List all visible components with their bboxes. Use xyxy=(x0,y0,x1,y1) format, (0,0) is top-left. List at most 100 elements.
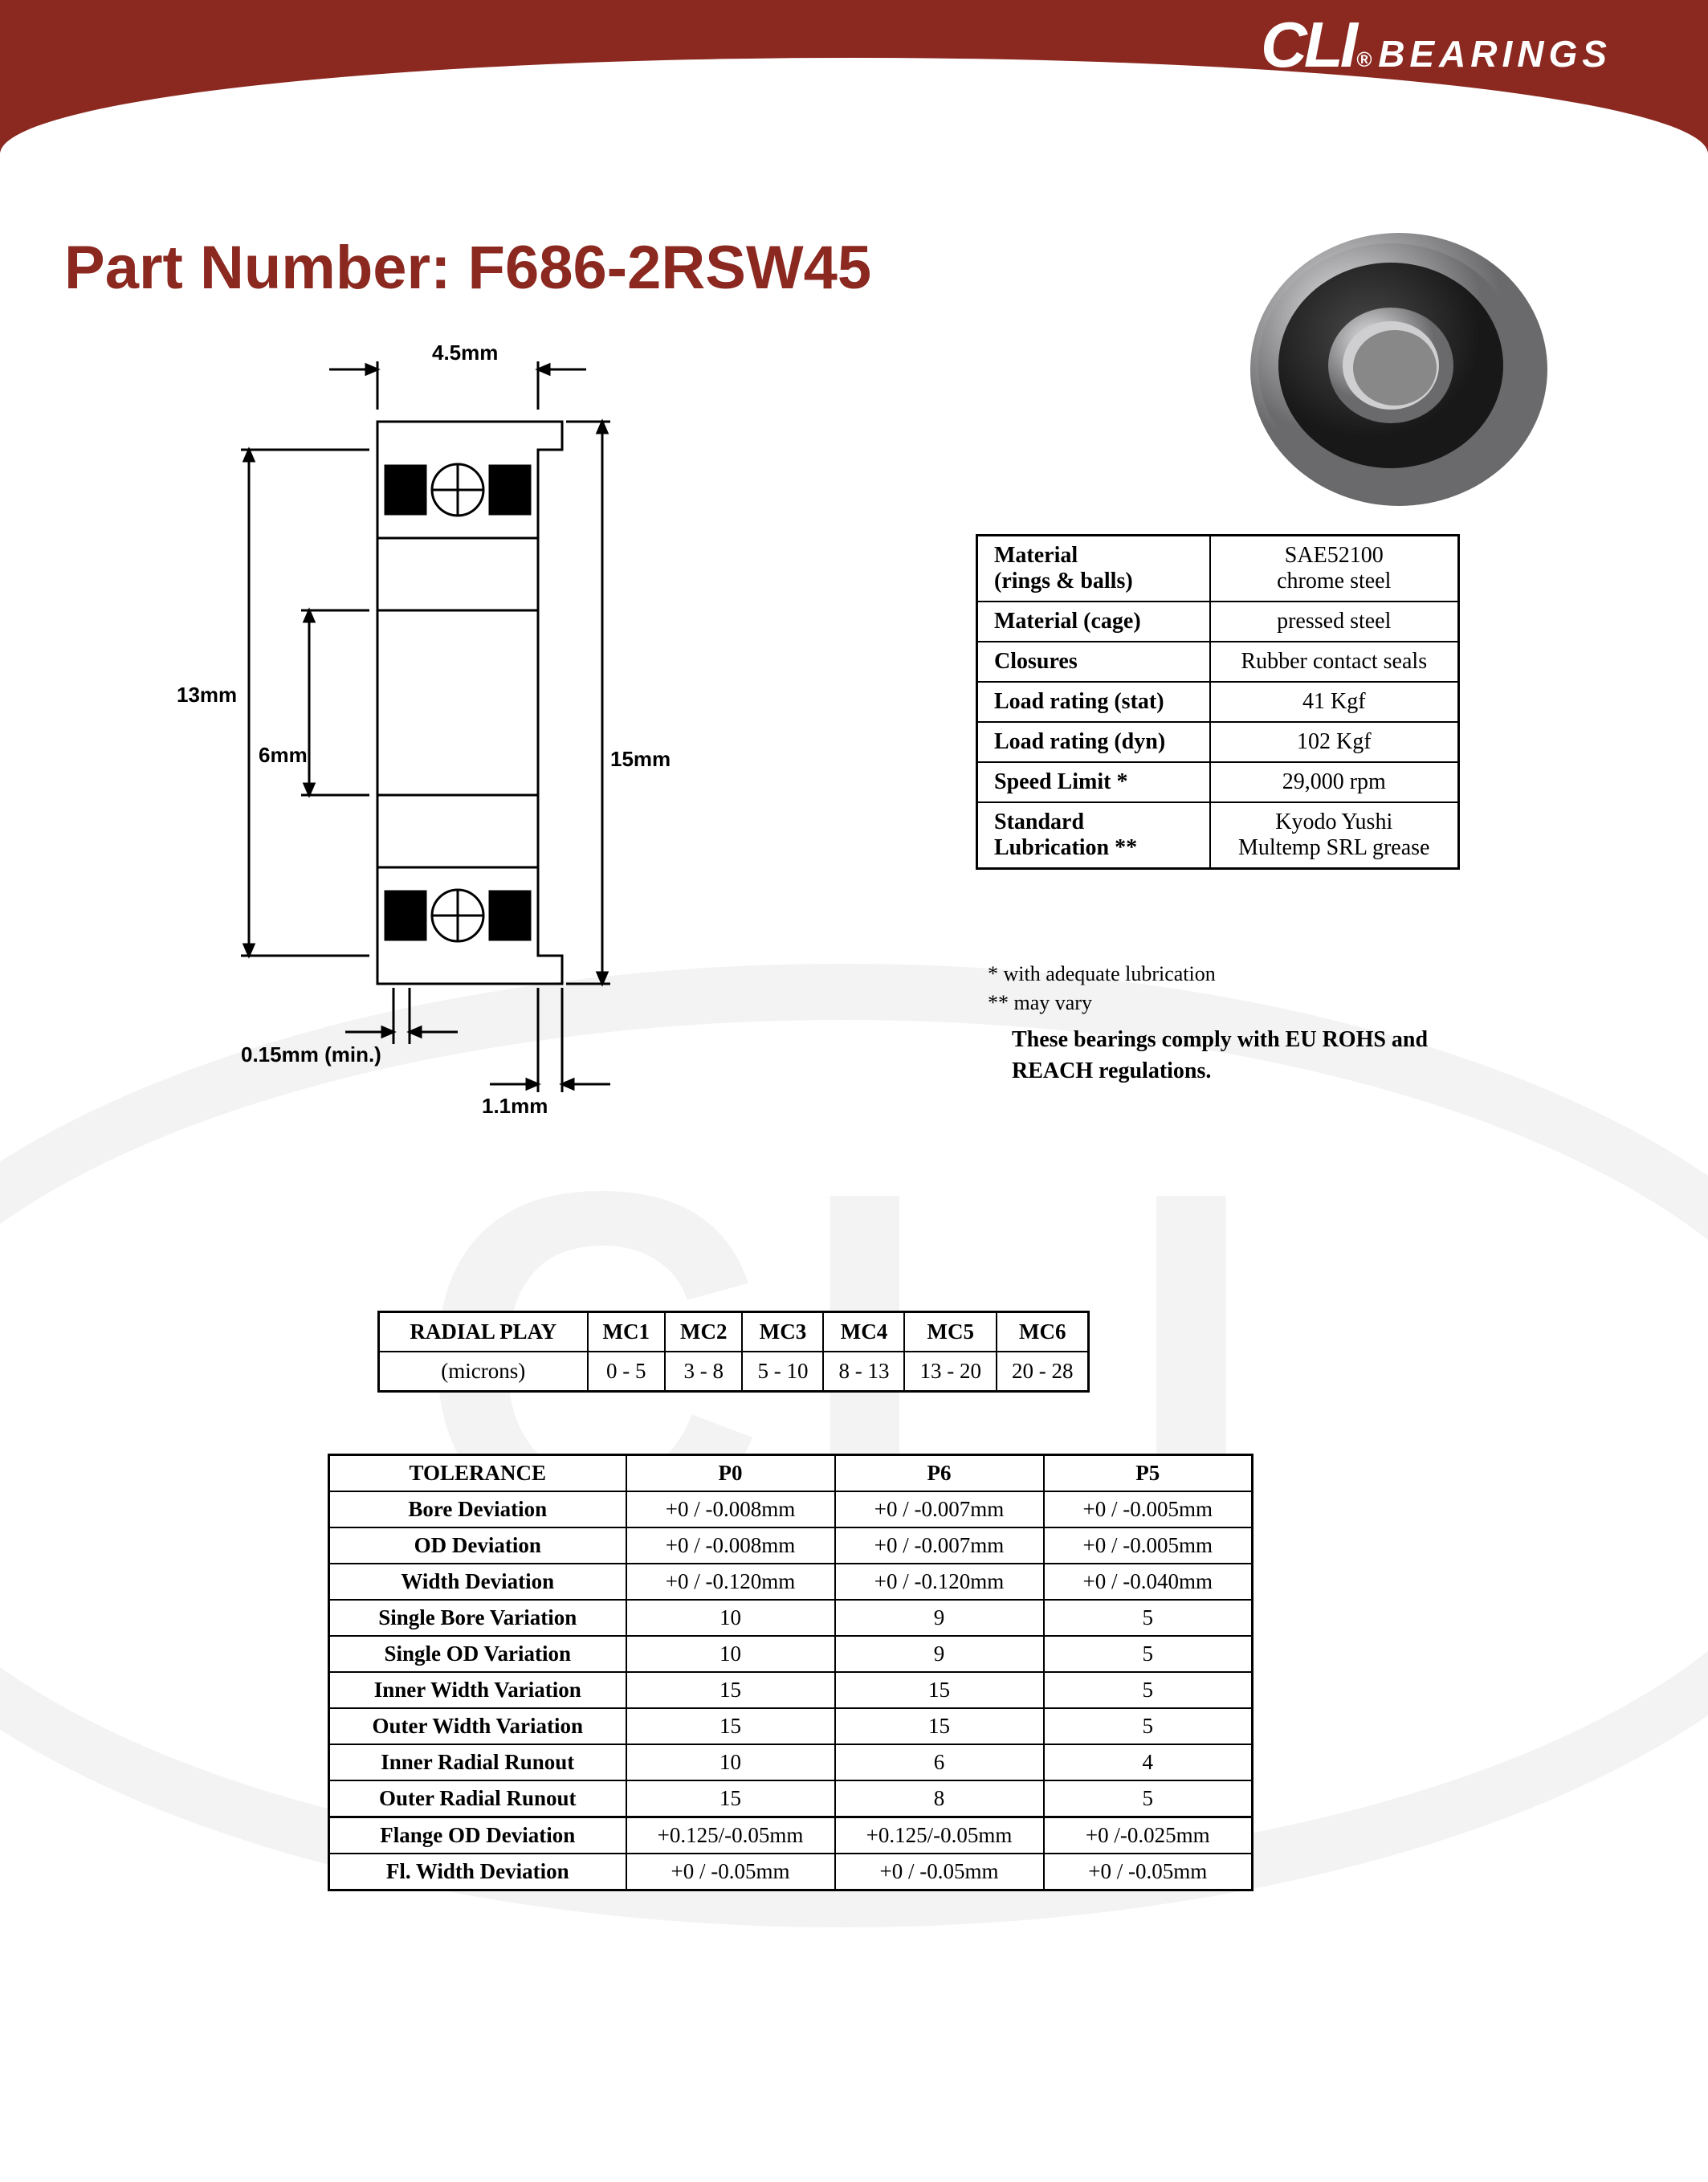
tolerance-value: +0 / -0.005mm xyxy=(1044,1491,1253,1527)
radial-val: 8 - 13 xyxy=(823,1352,904,1392)
spec-row: Load rating (stat)41 Kgf xyxy=(977,682,1459,722)
spec-row: Load rating (dyn)102 Kgf xyxy=(977,722,1459,762)
tolerance-value: +0 / -0.05mm xyxy=(1044,1854,1253,1890)
tolerance-value: +0 / -0.05mm xyxy=(835,1854,1044,1890)
spec-value: Kyodo YushiMultemp SRL grease xyxy=(1210,802,1459,869)
spec-value: Rubber contact seals xyxy=(1210,642,1459,682)
tolerance-value: +0 / -0.05mm xyxy=(626,1854,835,1890)
spec-row: Material (cage)pressed steel xyxy=(977,602,1459,642)
tolerance-value: 5 xyxy=(1044,1708,1253,1744)
tolerance-label: OD Deviation xyxy=(329,1527,626,1564)
tolerance-value: 15 xyxy=(835,1708,1044,1744)
tolerance-value: 5 xyxy=(1044,1600,1253,1636)
dim-outer-left: 13mm xyxy=(177,683,237,708)
radial-play-title: RADIAL PLAY xyxy=(379,1312,588,1352)
tolerance-table: TOLERANCE P0 P6 P5 Bore Deviation+0 / -0… xyxy=(328,1454,1253,1891)
radial-val: 20 - 28 xyxy=(997,1352,1089,1392)
radial-val: 3 - 8 xyxy=(665,1352,742,1392)
spec-label: Speed Limit * xyxy=(977,762,1210,802)
spec-compliance: These bearings comply with EU ROHS and R… xyxy=(1012,1024,1494,1087)
tolerance-label: Single Bore Variation xyxy=(329,1600,626,1636)
radial-col: MC5 xyxy=(904,1312,997,1352)
tolerance-value: 10 xyxy=(626,1600,835,1636)
tolerance-value: 15 xyxy=(835,1672,1044,1708)
spec-label: Material(rings & balls) xyxy=(977,536,1210,602)
spec-label: Material (cage) xyxy=(977,602,1210,642)
spec-label: Load rating (dyn) xyxy=(977,722,1210,762)
radial-col: MC6 xyxy=(997,1312,1089,1352)
tolerance-title: TOLERANCE xyxy=(329,1455,626,1492)
tolerance-label: Inner Width Variation xyxy=(329,1672,626,1708)
radial-val: 0 - 5 xyxy=(588,1352,665,1392)
part-number-label: Part Number: xyxy=(64,234,450,302)
radial-col: MC3 xyxy=(742,1312,823,1352)
spec-value: pressed steel xyxy=(1210,602,1459,642)
tolerance-label: Inner Radial Runout xyxy=(329,1744,626,1780)
tolerance-value: +0 / -0.120mm xyxy=(626,1564,835,1600)
tolerance-value: 10 xyxy=(626,1636,835,1672)
tolerance-row: Outer Width Variation15155 xyxy=(329,1708,1253,1744)
brand-logo: CLI ® BEARINGS xyxy=(1261,8,1612,82)
spec-row: StandardLubrication **Kyodo YushiMultemp… xyxy=(977,802,1459,869)
tolerance-row: Bore Deviation+0 / -0.008mm+0 / -0.007mm… xyxy=(329,1491,1253,1527)
header-banner: CLI ® BEARINGS xyxy=(0,0,1708,153)
tol-col: P5 xyxy=(1044,1455,1253,1492)
spec-row: ClosuresRubber contact seals xyxy=(977,642,1459,682)
dim-right: 15mm xyxy=(610,747,671,772)
tolerance-flange-row: Flange OD Deviation+0.125/-0.05mm+0.125/… xyxy=(329,1817,1253,1854)
tolerance-value: +0 / -0.008mm xyxy=(626,1527,835,1564)
tolerance-value: 4 xyxy=(1044,1744,1253,1780)
tolerance-row: Inner Width Variation15155 xyxy=(329,1672,1253,1708)
tolerance-value: +0 / -0.120mm xyxy=(835,1564,1044,1600)
tolerance-value: 6 xyxy=(835,1744,1044,1780)
tolerance-row: Single OD Variation1095 xyxy=(329,1636,1253,1672)
radial-play-unit: (microns) xyxy=(379,1352,588,1392)
spec-notes: * with adequate lubrication ** may vary xyxy=(988,960,1216,1018)
logo-sub: BEARINGS xyxy=(1378,32,1612,75)
radial-col: MC2 xyxy=(665,1312,742,1352)
spec-value: 102 Kgf xyxy=(1210,722,1459,762)
tolerance-label: Width Deviation xyxy=(329,1564,626,1600)
part-number-title: Part Number: F686-2RSW45 xyxy=(64,233,871,303)
spec-row: Speed Limit *29,000 rpm xyxy=(977,762,1459,802)
spec-value: SAE52100chrome steel xyxy=(1210,536,1459,602)
radial-val: 5 - 10 xyxy=(742,1352,823,1392)
tolerance-label: Outer Radial Runout xyxy=(329,1780,626,1817)
spec-label: Closures xyxy=(977,642,1210,682)
spec-label: Load rating (stat) xyxy=(977,682,1210,722)
tolerance-label: Fl. Width Deviation xyxy=(329,1854,626,1890)
tolerance-row: Outer Radial Runout1585 xyxy=(329,1780,1253,1817)
spec-table: Material(rings & balls)SAE52100chrome st… xyxy=(976,534,1460,870)
tolerance-row: Width Deviation+0 / -0.120mm+0 / -0.120m… xyxy=(329,1564,1253,1600)
tolerance-value: 15 xyxy=(626,1780,835,1817)
tolerance-value: +0 / -0.005mm xyxy=(1044,1527,1253,1564)
technical-diagram: 4.5mm 13mm 6mm 15mm 0.15mm (min.) 1.1mm xyxy=(209,345,626,1132)
tolerance-row: Single Bore Variation1095 xyxy=(329,1600,1253,1636)
tolerance-value: 5 xyxy=(1044,1636,1253,1672)
tolerance-label: Single OD Variation xyxy=(329,1636,626,1672)
radial-col: MC1 xyxy=(588,1312,665,1352)
tolerance-row: Inner Radial Runout1064 xyxy=(329,1744,1253,1780)
tolerance-label: Flange OD Deviation xyxy=(329,1817,626,1854)
tol-col: P0 xyxy=(626,1455,835,1492)
tolerance-value: 9 xyxy=(835,1600,1044,1636)
tolerance-value: 5 xyxy=(1044,1672,1253,1708)
spec-row: Material(rings & balls)SAE52100chrome st… xyxy=(977,536,1459,602)
tolerance-flange-row: Fl. Width Deviation+0 / -0.05mm+0 / -0.0… xyxy=(329,1854,1253,1890)
tolerance-value: 15 xyxy=(626,1672,835,1708)
logo-registered: ® xyxy=(1356,47,1372,72)
tolerance-value: +0 /-0.025mm xyxy=(1044,1817,1253,1854)
tol-col: P6 xyxy=(835,1455,1044,1492)
tolerance-value: 15 xyxy=(626,1708,835,1744)
tolerance-value: 8 xyxy=(835,1780,1044,1817)
radial-col: MC4 xyxy=(823,1312,904,1352)
tolerance-label: Bore Deviation xyxy=(329,1491,626,1527)
dim-bottom-width: 1.1mm xyxy=(482,1094,548,1119)
tolerance-value: +0 / -0.007mm xyxy=(835,1527,1044,1564)
tolerance-label: Outer Width Variation xyxy=(329,1708,626,1744)
tolerance-value: +0 / -0.007mm xyxy=(835,1491,1044,1527)
tolerance-value: +0 / -0.008mm xyxy=(626,1491,835,1527)
spec-label: StandardLubrication ** xyxy=(977,802,1210,869)
product-photo xyxy=(1230,225,1551,514)
radial-play-table: RADIAL PLAY MC1 MC2 MC3 MC4 MC5 MC6 (mic… xyxy=(377,1311,1090,1393)
